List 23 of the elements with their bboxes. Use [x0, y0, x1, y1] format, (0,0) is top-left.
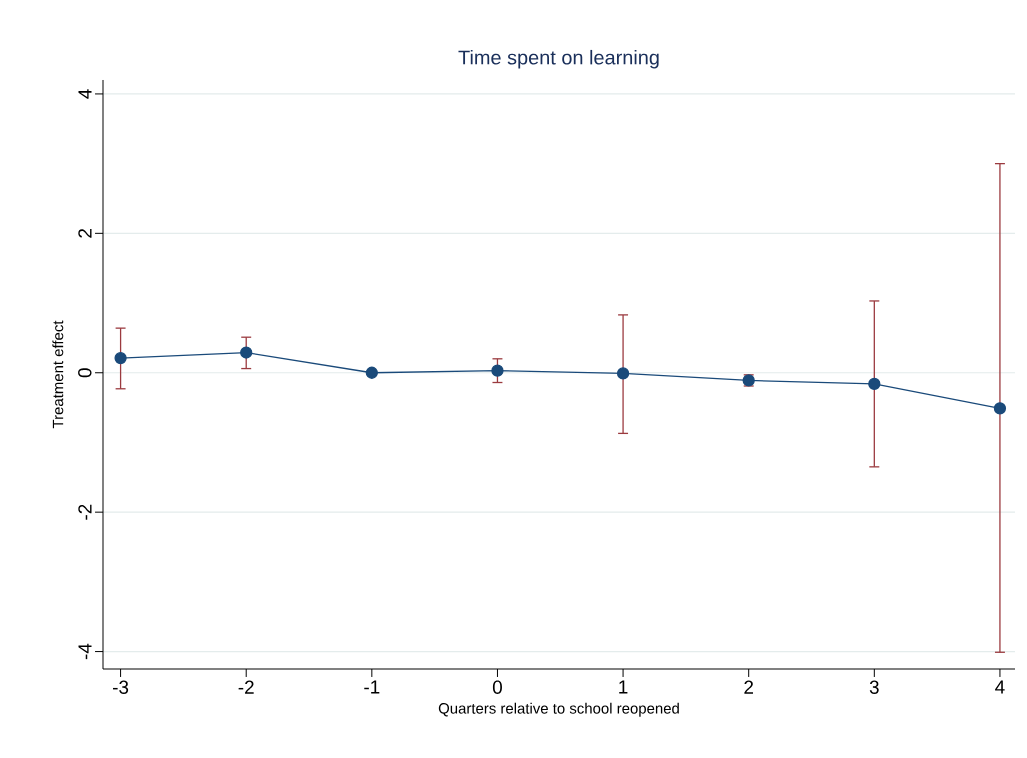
x-tick-label: -1 [364, 680, 380, 694]
y-tick-label: 2 [78, 229, 92, 238]
point [868, 377, 881, 391]
y-tick-label: 4 [78, 89, 92, 99]
chart-title: Time spent on learning [458, 49, 659, 69]
point [491, 364, 504, 377]
x-tick-label: 2 [744, 680, 754, 694]
x-tick-label: 4 [995, 680, 1005, 694]
y-tick-label: -2 [78, 504, 92, 520]
x-tick-label: -3 [113, 680, 129, 694]
x-tick-label: -2 [238, 680, 254, 694]
y-tick-label: -4 [78, 643, 92, 660]
x-tick-label: 0 [492, 680, 502, 694]
x-axis-title: Quarters relative to school reopened [438, 702, 679, 717]
y-axis-title: Treatment effect [52, 320, 64, 429]
point [993, 402, 1007, 415]
point [365, 366, 378, 379]
x-tick-label: 3 [869, 680, 879, 694]
point [616, 367, 630, 380]
x-tick-label: 1 [619, 680, 628, 694]
point [240, 346, 253, 359]
y-tick-label: 0 [78, 368, 92, 378]
point [114, 351, 127, 365]
